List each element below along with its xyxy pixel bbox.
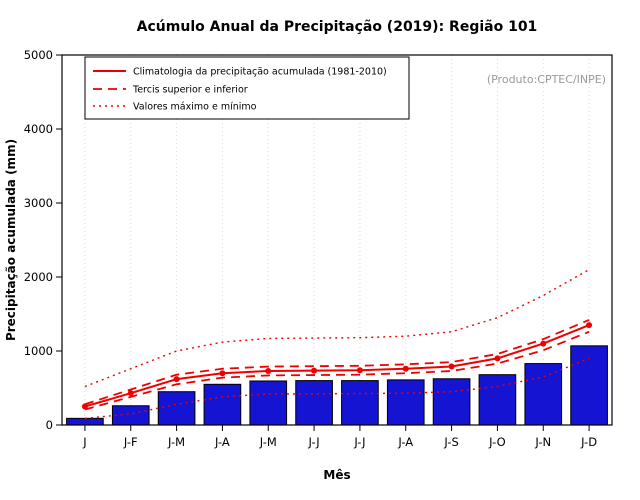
- data-point: [173, 376, 180, 383]
- data-point: [402, 365, 409, 372]
- chart-title: Acúmulo Anual da Precipitação (2019): Re…: [137, 19, 538, 35]
- data-point: [219, 370, 226, 377]
- data-point: [81, 403, 88, 410]
- y-tick-label: 5000: [24, 48, 53, 62]
- x-axis-label: Mês: [323, 468, 350, 482]
- plot-border: [61, 54, 613, 426]
- y-tick-label: 0: [46, 418, 53, 432]
- legend-label-climatology: Climatologia da precipitação acumulada (…: [133, 67, 387, 78]
- product-annotation: (Produto:CPTEC/INPE): [487, 73, 606, 86]
- x-tick-label: J-M: [167, 435, 185, 449]
- x-tick-label: J-S: [443, 435, 458, 449]
- legend: Climatologia da precipitação acumulada (…: [84, 56, 410, 120]
- bar: [386, 379, 425, 426]
- x-tick-label: J-J: [353, 435, 365, 449]
- x-tick-label: J-M: [259, 435, 277, 449]
- data-point: [494, 355, 501, 362]
- legend-box: [84, 56, 410, 120]
- bar: [66, 417, 104, 426]
- bar: [570, 345, 608, 426]
- gridlines: [84, 55, 590, 425]
- bar: [432, 378, 471, 426]
- x-tick-label: J-D: [580, 435, 597, 449]
- series-line-dashed: [84, 319, 590, 406]
- series-line-dashed: [84, 330, 590, 411]
- x-tick-label: J-J: [307, 435, 319, 449]
- x-tick-label: J-N: [534, 435, 551, 449]
- series-line-dotted: [84, 357, 590, 420]
- y-axis-label: Precipitação acumulada (mm): [4, 139, 18, 341]
- x-tick-label: J-F: [123, 435, 138, 449]
- data-point: [448, 363, 455, 370]
- bar: [249, 380, 288, 426]
- y-tick-label: 2000: [24, 270, 53, 284]
- data-point: [540, 340, 547, 347]
- x-tick-label: J-O: [488, 435, 506, 449]
- x-tick-label: J: [82, 435, 86, 449]
- bar: [524, 363, 563, 426]
- data-point: [265, 367, 272, 374]
- data-point: [586, 322, 593, 329]
- series-line-solid: [84, 324, 590, 408]
- bars-group: [66, 345, 608, 426]
- bar: [203, 383, 242, 426]
- data-point: [311, 367, 318, 374]
- data-point: [356, 367, 363, 374]
- data-point: [127, 390, 134, 397]
- bar: [341, 380, 379, 426]
- y-tick-label: 4000: [24, 122, 53, 136]
- y-tick-label: 1000: [24, 344, 53, 358]
- series-line-dotted: [84, 268, 590, 388]
- series-lines: [81, 268, 593, 420]
- bar: [111, 405, 150, 426]
- bar: [478, 374, 517, 426]
- legend-label-terciles: Tercis superior e inferior: [132, 85, 248, 96]
- legend-label-max-min: Valores máximo e mínimo: [133, 102, 257, 113]
- bar: [295, 380, 333, 426]
- x-tick-label: J-A: [397, 435, 413, 449]
- bar: [157, 391, 196, 426]
- axes: 0 1000 2000 3000 4000 5000 J J-F J-M J-A J-M J-J J-J…: [24, 48, 613, 449]
- x-tick-label: J-A: [214, 435, 230, 449]
- y-tick-label: 3000: [24, 196, 53, 210]
